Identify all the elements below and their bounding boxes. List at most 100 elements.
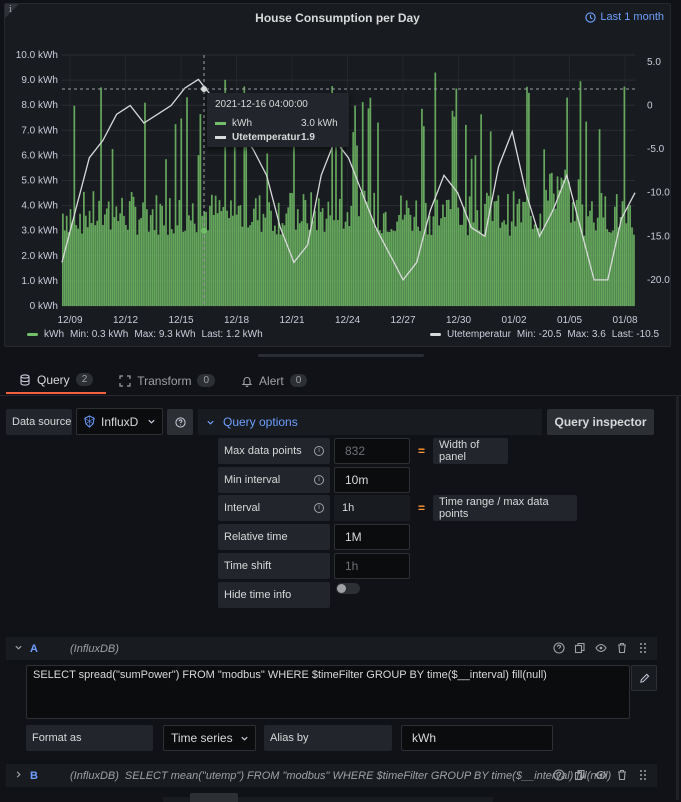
kwh-bar <box>495 200 498 306</box>
kwh-bar <box>503 220 505 306</box>
tab-count: 2 <box>75 373 94 386</box>
kwh-bar <box>440 218 442 306</box>
legend-min: Min: -20.5 <box>516 329 562 340</box>
kwh-bar <box>587 216 589 306</box>
chevron-down-icon[interactable] <box>6 643 30 655</box>
relative-time-input[interactable]: 1M <box>334 524 410 550</box>
kwh-bar <box>186 97 188 306</box>
kwh-bar <box>151 209 154 306</box>
format-as-select[interactable]: Time series <box>163 725 256 751</box>
kwh-bar <box>270 210 272 306</box>
kwh-bar <box>476 210 479 306</box>
kwh-bar <box>585 121 588 306</box>
kwh-bar <box>253 208 255 306</box>
kwh-bar <box>153 230 156 306</box>
tab-label: Alert <box>259 373 284 388</box>
kwh-bar <box>220 211 223 306</box>
kwh-bar <box>359 192 362 306</box>
kwh-bar <box>499 227 502 306</box>
kwh-bar <box>241 226 244 306</box>
info-circle-icon[interactable]: i <box>314 446 324 456</box>
kwh-bar <box>507 194 509 306</box>
datasource-select[interactable]: InfluxD <box>76 408 163 435</box>
legend-kwh[interactable]: kWh Min: 0.3 kWh Max: 9.3 kWh Last: 1.2 … <box>27 329 263 340</box>
time-shift-input[interactable]: 1h <box>334 553 410 579</box>
kwh-bar <box>361 102 364 306</box>
help-icon[interactable] <box>553 642 565 654</box>
kwh-bar <box>604 196 607 306</box>
kwh-bar <box>300 221 303 306</box>
time-range-picker[interactable]: Last 1 month <box>585 11 664 23</box>
tab-transform[interactable]: Transform 0 <box>106 367 228 394</box>
kwh-bar <box>396 221 398 306</box>
query-row-a[interactable]: A (InfluxDB) <box>6 637 657 660</box>
help-icon[interactable] <box>553 769 565 781</box>
query-row-b[interactable]: B (InfluxDB) SELECT mean("utemp") FROM "… <box>6 764 657 787</box>
query-inspector-button[interactable]: Query inspector <box>547 409 654 435</box>
kwh-bar <box>552 193 555 306</box>
chart-area[interactable]: 0 kWh 1.0 kWh 2.0 kWh 3.0 kWh 4.0 kWh 5.0 kWh… <box>5 4 671 347</box>
tab-label: Transform <box>137 373 192 388</box>
kwh-bar <box>71 222 74 306</box>
datasource-help-button[interactable] <box>167 409 193 435</box>
x-tick-label: 12/21 <box>279 315 304 326</box>
kwh-bar <box>405 200 408 306</box>
kwh-bar <box>316 230 318 306</box>
alias-by-input[interactable]: kWh <box>401 725 553 751</box>
query-options-toggle[interactable]: Query options <box>198 409 542 435</box>
scrollbar[interactable] <box>676 395 679 800</box>
panel-title[interactable]: House Consumption per Day <box>255 11 420 25</box>
kwh-bar <box>400 195 402 306</box>
query-text-editor[interactable]: SELECT spread("sumPower") FROM "modbus" … <box>26 665 630 719</box>
info-circle-icon[interactable]: i <box>314 503 324 513</box>
min-interval-input[interactable]: 10m <box>334 467 410 493</box>
tab-query[interactable]: Query 2 <box>6 367 107 394</box>
kwh-bar <box>104 214 106 306</box>
panel-resize-handle[interactable] <box>258 354 424 357</box>
kwh-bar <box>501 222 504 306</box>
kwh-bar <box>344 221 347 306</box>
query-ref-id[interactable]: A <box>30 642 38 655</box>
y-tick-label: 8.0 kWh <box>21 100 58 111</box>
info-circle-icon[interactable]: i <box>314 475 324 485</box>
kwh-bar <box>524 201 526 306</box>
query-ref-id[interactable]: B <box>30 769 38 782</box>
info-icon[interactable]: i <box>9 5 12 15</box>
trash-icon[interactable] <box>616 769 628 781</box>
chevron-right-icon[interactable] <box>6 770 30 782</box>
kwh-bar <box>251 221 253 306</box>
kwh-bar <box>126 229 129 306</box>
kwh-bar <box>579 81 582 307</box>
horizontal-scroll-thumb[interactable] <box>190 793 238 802</box>
kwh-bar <box>424 202 427 306</box>
eye-icon[interactable] <box>595 769 607 781</box>
duplicate-icon[interactable] <box>574 642 586 654</box>
tooltip-row-kwh: kWh 3.0 kWh <box>215 116 341 130</box>
kwh-bar <box>73 105 76 306</box>
duplicate-icon[interactable] <box>574 769 586 781</box>
drag-handle-icon[interactable] <box>637 769 649 781</box>
kwh-bar <box>459 224 461 306</box>
legend-temp[interactable]: Utetemperatur Min: -20.5 Max: 3.6 Last: … <box>430 329 659 340</box>
hide-time-info-toggle[interactable] <box>336 583 360 594</box>
kwh-bar <box>377 122 379 307</box>
drag-handle-icon[interactable] <box>637 642 649 654</box>
kwh-bar <box>256 220 259 306</box>
kwh-bar <box>201 215 204 306</box>
kwh-bar <box>575 199 578 306</box>
kwh-bar <box>541 230 544 306</box>
y2-tick-label: -20.0 <box>647 275 670 286</box>
panel-info-corner[interactable] <box>5 4 19 18</box>
max-data-points-input[interactable]: 832 <box>334 438 410 464</box>
kwh-bar <box>472 222 475 306</box>
eye-icon[interactable] <box>595 642 607 654</box>
kwh-bar <box>67 232 70 306</box>
question-circle-icon <box>174 416 186 428</box>
kwh-bar <box>272 230 274 306</box>
kwh-bar <box>571 202 574 306</box>
toggle-editor-mode-button[interactable] <box>631 665 657 691</box>
trash-icon[interactable] <box>616 642 628 654</box>
horizontal-scroll-rail[interactable] <box>163 797 493 802</box>
kwh-bar <box>470 158 473 306</box>
tab-alert[interactable]: Alert 0 <box>228 367 320 394</box>
